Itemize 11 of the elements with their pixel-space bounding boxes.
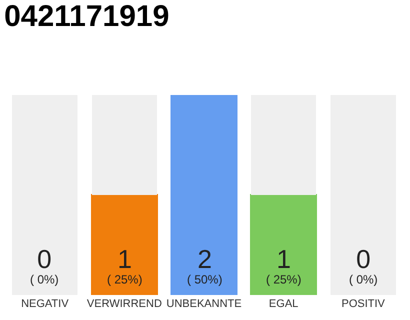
x-tick-label: VERWIRREND [86,298,162,310]
x-tick-label: POSITIV [341,298,386,310]
data-label: 1 ( 25%) [107,244,142,287]
data-label: 0 ( 0%) [30,244,59,287]
chart-title: 0421171919 [4,0,170,33]
x-tick-label: NEGATIV [21,298,70,310]
data-label: 1 ( 25%) [266,244,302,287]
x-tick-label: UNBEKANNTE [166,298,242,310]
x-tick-label: EGAL [268,298,298,310]
data-label: 0 ( 0%) [349,244,378,287]
data-label: 2 ( 50%) [187,244,222,287]
